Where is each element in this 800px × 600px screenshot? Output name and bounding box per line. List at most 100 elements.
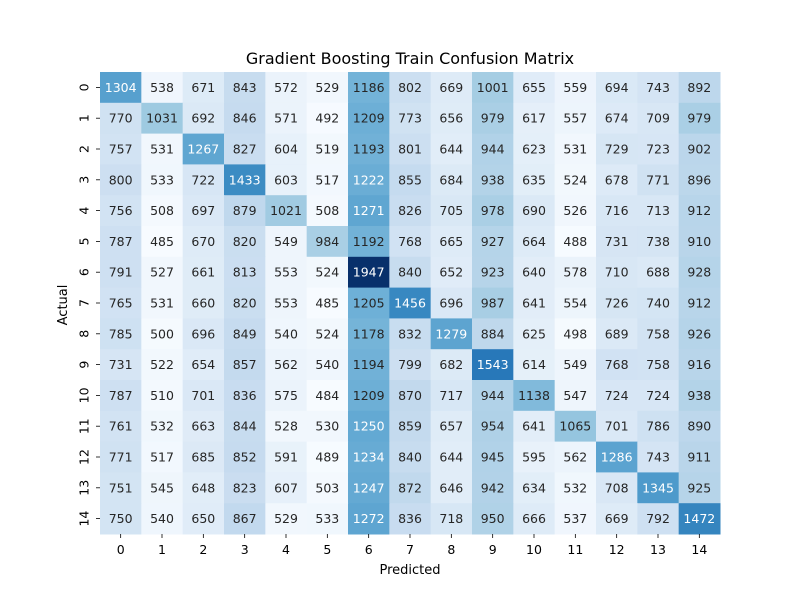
cell-value-11-6: 1250 [353, 419, 385, 434]
cell-value-14-12: 669 [605, 511, 629, 526]
cell-value-9-2: 654 [191, 357, 215, 372]
cell-value-13-6: 1247 [353, 480, 385, 495]
cell-value-3-0: 800 [109, 172, 133, 187]
heatmap-cell-9-4 [265, 349, 308, 381]
cell-value-14-14: 1472 [683, 511, 715, 526]
y-tick-label-4: 4 [77, 207, 92, 215]
cell-value-0-13: 743 [646, 80, 670, 95]
heatmap-cell-11-12 [596, 410, 638, 443]
heatmap-cell-12-13 [637, 441, 680, 473]
heatmap-cell-7-14 [678, 287, 721, 319]
heatmap-cell-14-8 [430, 503, 473, 535]
cell-value-3-8: 684 [439, 172, 463, 187]
cell-value-0-5: 529 [315, 80, 339, 95]
heatmap-cell-11-6 [348, 410, 390, 443]
y-tick-label-2: 2 [77, 145, 92, 153]
heatmap-cell-5-4 [265, 226, 308, 258]
heatmap-cell-13-5 [306, 472, 349, 504]
cell-value-11-3: 844 [233, 419, 257, 434]
cell-value-13-0: 751 [109, 480, 133, 495]
heatmap-cell-11-2 [182, 410, 225, 443]
cell-value-14-3: 867 [233, 511, 257, 526]
heatmap-cell-6-2 [182, 256, 225, 289]
heatmap-cell-10-1 [141, 380, 184, 412]
y-tick-label-0: 0 [77, 83, 92, 91]
heatmap-cell-2-5 [306, 133, 349, 165]
heatmap-cell-13-12 [596, 472, 638, 504]
heatmap-cell-2-13 [637, 133, 680, 165]
cell-value-6-14: 928 [687, 265, 711, 280]
heatmap-cell-12-4 [265, 441, 308, 473]
heatmap-cell-10-6 [348, 380, 390, 412]
cell-value-2-14: 902 [687, 142, 711, 157]
cell-value-9-3: 857 [233, 357, 257, 372]
cell-value-9-4: 562 [274, 357, 298, 372]
cell-value-1-2: 692 [191, 111, 215, 126]
cell-value-3-12: 678 [605, 172, 629, 187]
x-tick-label-2: 2 [199, 542, 207, 557]
heatmap-cell-12-0 [100, 441, 142, 473]
cell-value-2-1: 531 [150, 142, 174, 157]
cell-value-5-0: 787 [109, 234, 133, 249]
heatmap-cell-9-3 [224, 349, 266, 381]
heatmap-cell-8-14 [678, 318, 721, 350]
cell-value-8-5: 524 [315, 326, 339, 341]
heatmap-cell-6-3 [224, 256, 266, 289]
heatmap-cell-0-1 [141, 72, 184, 104]
cell-value-5-1: 485 [150, 234, 174, 249]
heatmap-cell-11-13 [637, 410, 680, 443]
x-tick-label-3: 3 [241, 542, 249, 557]
y-axis-label: Actual [56, 285, 71, 326]
cell-value-5-13: 738 [646, 234, 670, 249]
cell-value-2-0: 757 [109, 142, 133, 157]
heatmap-cell-4-2 [182, 195, 225, 227]
chart-title: Gradient Boosting Train Confusion Matrix [246, 49, 574, 68]
heatmap-cell-2-14 [678, 133, 721, 165]
heatmap-cell-6-1 [141, 256, 184, 289]
y-tick-label-8: 8 [77, 330, 92, 338]
heatmap-cell-5-1 [141, 226, 184, 258]
heatmap-cell-8-11 [554, 318, 597, 350]
heatmap-cell-13-6 [348, 472, 390, 504]
cell-value-13-5: 503 [315, 480, 339, 495]
heatmap-cell-0-2 [182, 72, 225, 104]
cell-value-8-6: 1178 [353, 326, 385, 341]
heatmap-cell-8-13 [637, 318, 680, 350]
cell-value-13-3: 823 [233, 480, 257, 495]
cell-value-7-13: 740 [646, 296, 670, 311]
cell-value-10-3: 836 [233, 388, 257, 403]
heatmap-cell-7-11 [554, 287, 597, 319]
cell-value-10-4: 575 [274, 388, 298, 403]
cell-value-9-10: 614 [522, 357, 546, 372]
heatmap-cell-9-6 [348, 349, 390, 381]
heatmap-cell-14-3 [224, 503, 266, 535]
heatmap-cell-12-1 [141, 441, 184, 473]
heatmap-cell-1-13 [637, 102, 680, 135]
cell-value-9-6: 1194 [353, 357, 385, 372]
cell-value-14-1: 540 [150, 511, 174, 526]
heatmap-cell-12-3 [224, 441, 266, 473]
heatmap-cell-2-4 [265, 133, 308, 165]
cell-value-9-8: 682 [439, 357, 463, 372]
heatmap-cell-6-6 [348, 256, 390, 289]
heatmap-cell-14-6 [348, 503, 390, 535]
heatmap-cell-7-3 [224, 287, 266, 319]
heatmap-cell-11-7 [389, 410, 432, 443]
heatmap-cell-1-0 [100, 102, 142, 135]
cell-value-4-9: 978 [481, 203, 505, 218]
cell-value-6-5: 524 [315, 265, 339, 280]
heatmap-cell-7-5 [306, 287, 349, 319]
heatmap-cell-3-12 [596, 164, 638, 196]
y-tick-label-7: 7 [77, 299, 92, 307]
heatmap-cell-12-2 [182, 441, 225, 473]
cell-value-5-7: 768 [398, 234, 422, 249]
cell-value-9-12: 768 [605, 357, 629, 372]
heatmap-cell-0-8 [430, 72, 473, 104]
heatmap-cell-3-10 [513, 164, 556, 196]
cell-value-9-13: 758 [646, 357, 670, 372]
heatmap-cell-1-9 [472, 102, 514, 135]
cell-value-14-9: 950 [481, 511, 505, 526]
heatmap-cell-0-6 [348, 72, 390, 104]
cell-value-8-14: 926 [687, 326, 711, 341]
cell-value-9-5: 540 [315, 357, 339, 372]
